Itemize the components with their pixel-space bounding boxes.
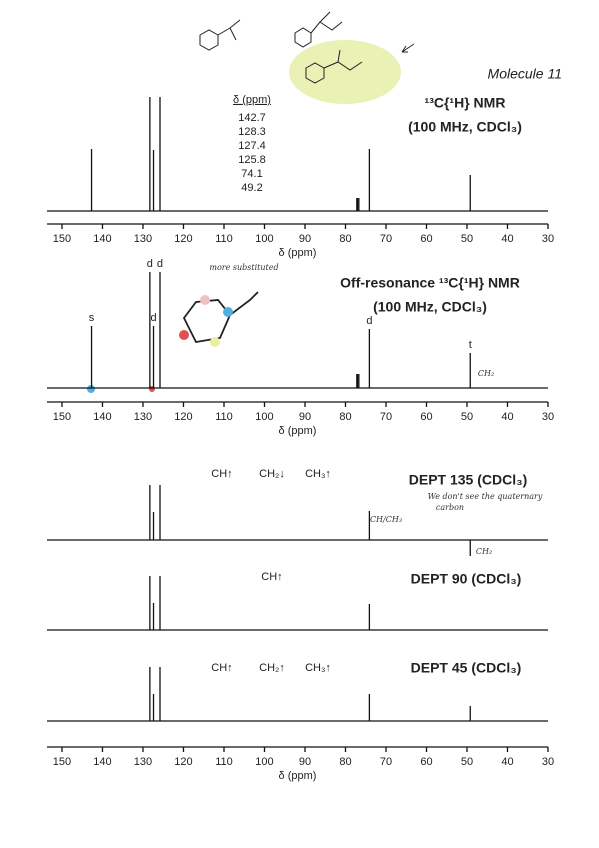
x-tick-label: 30: [542, 756, 554, 768]
x-axis-label: δ (ppm): [279, 425, 317, 437]
chart-subtitle: (100 MHz, CDCl₃): [373, 299, 487, 315]
x-tick-label: 100: [255, 756, 273, 768]
table-cell: 74.1: [241, 168, 262, 180]
annotation: CH₂: [476, 547, 492, 556]
annotation: CH₂↓: [259, 468, 285, 480]
x-tick-label: 40: [501, 756, 513, 768]
x-tick-label: 70: [380, 233, 392, 245]
table-cell: 127.4: [238, 140, 266, 152]
ring: [305, 62, 325, 84]
x-tick-label: 90: [299, 233, 311, 245]
x-tick-label: 60: [420, 756, 432, 768]
dot: [223, 307, 233, 317]
highlight: [289, 40, 401, 104]
chart-title: DEPT 135 (CDCl₃): [409, 472, 528, 488]
x-tick-label: 80: [339, 411, 351, 423]
x-tick-label: 150: [53, 411, 71, 423]
x-tick-label: 90: [299, 756, 311, 768]
x-axis-label: δ (ppm): [279, 247, 317, 259]
annotation: CH₂: [478, 369, 494, 378]
table-cell: 49.2: [241, 182, 262, 194]
x-tick-label: 150: [53, 756, 71, 768]
arrow: [401, 43, 415, 53]
x-tick-label: 30: [542, 411, 554, 423]
annotation: more substituted: [209, 263, 278, 272]
x-tick-label: 150: [53, 233, 71, 245]
x-tick-label: 60: [420, 233, 432, 245]
annotation: CH₂↑: [259, 662, 285, 674]
annotation: We don't see the quaternary: [428, 492, 543, 501]
x-tick-label: 140: [93, 756, 111, 768]
x-tick-label: 100: [255, 233, 273, 245]
x-tick-label: 140: [93, 411, 111, 423]
peak-label: d: [150, 312, 156, 324]
annotation: CH↑: [211, 662, 232, 674]
table-header: δ (ppm): [233, 94, 271, 106]
chain: [217, 19, 241, 41]
chart-subtitle: (100 MHz, CDCl₃): [408, 119, 522, 135]
ring: [294, 27, 312, 48]
peak-label: d: [366, 315, 372, 327]
x-tick-label: 60: [420, 411, 432, 423]
annotation: CH₃↑: [305, 468, 331, 480]
chain: [323, 49, 363, 71]
peak-label: d: [157, 258, 163, 270]
x-tick-label: 40: [501, 233, 513, 245]
structure-sketches: [87, 11, 415, 393]
dot: [200, 295, 210, 305]
x-tick-label: 110: [215, 756, 233, 768]
x-tick-label: 70: [380, 411, 392, 423]
x-tick-label: 140: [93, 233, 111, 245]
chain: [310, 11, 343, 34]
x-tick-label: 50: [461, 756, 473, 768]
molecule-label: Molecule 11: [488, 66, 562, 82]
x-tick-label: 110: [215, 233, 233, 245]
chain: [229, 291, 259, 316]
x-tick-label: 90: [299, 411, 311, 423]
x-tick-label: 30: [542, 233, 554, 245]
chart-title: ¹³C{¹H} NMR: [425, 95, 506, 111]
dot: [87, 385, 95, 393]
table-cell: 142.7: [238, 112, 266, 124]
x-tick-label: 120: [174, 233, 192, 245]
x-tick-label: 120: [174, 411, 192, 423]
x-tick-label: 80: [339, 756, 351, 768]
table-cell: 125.8: [238, 154, 266, 166]
ring: [182, 299, 232, 343]
x-tick-label: 130: [134, 411, 152, 423]
chart-title: Off-resonance ¹³C{¹H} NMR: [340, 275, 520, 291]
peak-label: t: [469, 339, 472, 351]
annotation: carbon: [436, 503, 464, 512]
annotation: CH/CH₃: [370, 515, 402, 524]
x-tick-label: 120: [174, 756, 192, 768]
x-tick-label: 40: [501, 411, 513, 423]
x-axis-label: δ (ppm): [279, 770, 317, 782]
x-tick-label: 50: [461, 411, 473, 423]
chart-title: DEPT 45 (CDCl₃): [411, 660, 522, 676]
annotation: CH₃↑: [305, 662, 331, 674]
dot: [179, 330, 189, 340]
annotation: CH↑: [211, 468, 232, 480]
peak-label: s: [89, 312, 95, 324]
x-tick-label: 110: [215, 411, 233, 423]
annotation: CH↑: [261, 571, 282, 583]
dot: [210, 337, 220, 347]
table-cell: 128.3: [238, 126, 266, 138]
x-tick-label: 100: [255, 411, 273, 423]
peak-label: d: [147, 258, 153, 270]
chart-title: DEPT 90 (CDCl₃): [411, 571, 522, 587]
x-tick-label: 50: [461, 233, 473, 245]
x-tick-label: 70: [380, 756, 392, 768]
x-tick-label: 130: [134, 233, 152, 245]
ring: [199, 29, 219, 51]
x-tick-label: 130: [134, 756, 152, 768]
x-tick-label: 80: [339, 233, 351, 245]
